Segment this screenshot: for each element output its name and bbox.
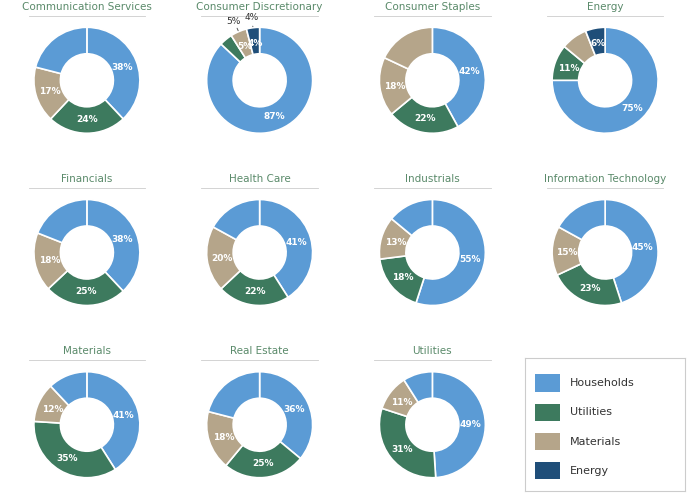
Text: 35%: 35% xyxy=(57,453,78,462)
Wedge shape xyxy=(380,257,424,303)
Text: Utilities: Utilities xyxy=(570,407,612,417)
Text: 15%: 15% xyxy=(556,247,578,257)
Text: 4%: 4% xyxy=(244,13,259,28)
Bar xyxy=(535,433,561,450)
Text: 18%: 18% xyxy=(392,273,414,282)
Wedge shape xyxy=(34,233,68,289)
Wedge shape xyxy=(404,372,432,402)
Wedge shape xyxy=(207,412,243,465)
Text: 38%: 38% xyxy=(111,234,133,243)
Wedge shape xyxy=(231,30,253,59)
Text: 49%: 49% xyxy=(459,419,482,428)
Wedge shape xyxy=(379,219,412,260)
Wedge shape xyxy=(564,32,595,64)
Text: 24%: 24% xyxy=(76,115,98,124)
Wedge shape xyxy=(34,386,69,423)
Bar xyxy=(535,462,561,479)
Wedge shape xyxy=(213,200,260,240)
Title: Energy: Energy xyxy=(587,2,623,12)
Wedge shape xyxy=(392,98,458,134)
Wedge shape xyxy=(558,200,605,240)
Text: 45%: 45% xyxy=(632,242,654,252)
Wedge shape xyxy=(552,28,658,134)
Wedge shape xyxy=(557,264,621,306)
Wedge shape xyxy=(552,227,582,276)
Title: Consumer Staples: Consumer Staples xyxy=(385,2,480,12)
Wedge shape xyxy=(34,421,116,478)
Title: Health Care: Health Care xyxy=(229,173,291,183)
Text: 13%: 13% xyxy=(385,238,406,247)
Text: 20%: 20% xyxy=(211,254,233,262)
Wedge shape xyxy=(552,48,585,81)
Wedge shape xyxy=(379,59,412,115)
Text: 25%: 25% xyxy=(253,458,274,467)
Text: 55%: 55% xyxy=(459,255,481,264)
Bar xyxy=(535,404,561,421)
Title: Information Technology: Information Technology xyxy=(544,173,666,183)
Wedge shape xyxy=(208,372,260,418)
Wedge shape xyxy=(260,372,313,458)
Text: 75%: 75% xyxy=(621,104,643,113)
Wedge shape xyxy=(246,28,260,56)
Wedge shape xyxy=(392,200,432,236)
Text: 22%: 22% xyxy=(244,286,266,295)
Wedge shape xyxy=(221,37,246,63)
Text: 87%: 87% xyxy=(264,112,286,121)
Wedge shape xyxy=(416,200,485,306)
Text: 11%: 11% xyxy=(558,64,580,73)
Wedge shape xyxy=(379,408,436,478)
Wedge shape xyxy=(51,100,123,134)
Wedge shape xyxy=(48,271,123,306)
Text: 18%: 18% xyxy=(212,432,234,441)
Text: 17%: 17% xyxy=(39,87,61,96)
Text: 6%: 6% xyxy=(590,39,606,48)
Wedge shape xyxy=(221,271,288,306)
Text: 36%: 36% xyxy=(284,404,305,413)
Text: 18%: 18% xyxy=(384,82,406,90)
Wedge shape xyxy=(87,28,140,120)
Title: Materials: Materials xyxy=(63,345,111,355)
Wedge shape xyxy=(51,372,87,406)
Bar xyxy=(535,375,561,392)
Title: Communication Services: Communication Services xyxy=(22,2,152,12)
Text: 18%: 18% xyxy=(39,256,60,265)
Text: 5%: 5% xyxy=(237,42,252,51)
Wedge shape xyxy=(207,28,313,134)
Wedge shape xyxy=(260,200,313,298)
Text: 41%: 41% xyxy=(286,238,307,247)
Wedge shape xyxy=(382,380,418,417)
Text: 31%: 31% xyxy=(392,444,413,453)
Text: Materials: Materials xyxy=(570,436,621,446)
Text: Households: Households xyxy=(570,378,635,388)
Text: 4%: 4% xyxy=(247,39,262,48)
Title: Financials: Financials xyxy=(61,173,113,183)
Title: Utilities: Utilities xyxy=(412,345,452,355)
Text: 11%: 11% xyxy=(392,397,413,406)
Wedge shape xyxy=(432,372,485,477)
Title: Real Estate: Real Estate xyxy=(230,345,289,355)
Text: 23%: 23% xyxy=(579,284,601,293)
Wedge shape xyxy=(207,227,240,289)
Wedge shape xyxy=(432,28,485,127)
Wedge shape xyxy=(585,28,605,57)
Title: Industrials: Industrials xyxy=(405,173,459,183)
Wedge shape xyxy=(35,28,87,75)
Text: 42%: 42% xyxy=(459,67,480,76)
Text: 25%: 25% xyxy=(75,287,96,296)
Wedge shape xyxy=(34,68,69,120)
Text: 41%: 41% xyxy=(113,410,134,419)
Text: Energy: Energy xyxy=(570,465,609,475)
Text: 38%: 38% xyxy=(111,63,133,72)
Wedge shape xyxy=(37,200,87,243)
Text: 12%: 12% xyxy=(42,404,63,413)
Text: 5%: 5% xyxy=(227,18,241,32)
Wedge shape xyxy=(87,372,140,469)
Wedge shape xyxy=(226,442,300,478)
Wedge shape xyxy=(385,28,432,70)
Title: Consumer Discretionary: Consumer Discretionary xyxy=(197,2,323,12)
Text: 22%: 22% xyxy=(415,114,436,123)
Wedge shape xyxy=(605,200,658,303)
Wedge shape xyxy=(87,200,140,292)
